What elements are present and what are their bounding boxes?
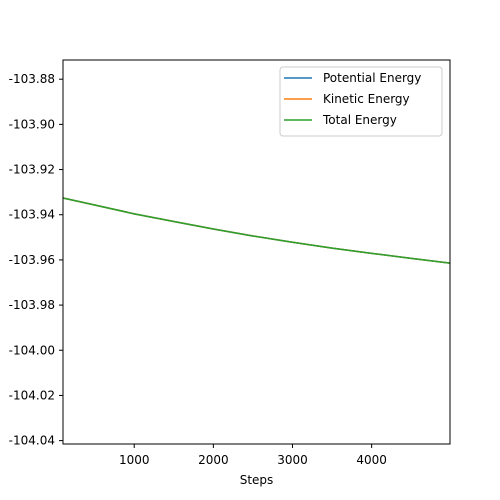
x-tick-label: 4000 — [356, 453, 387, 467]
y-tick-label: -103.90 — [9, 117, 55, 131]
plot-frame — [62, 59, 451, 445]
x-axis-label: Steps — [240, 473, 274, 487]
y-tick-label: -103.98 — [9, 298, 55, 312]
y-tick-label: -103.94 — [9, 208, 55, 222]
y-tick-label: -103.88 — [9, 72, 55, 86]
y-tick-label: -103.92 — [9, 163, 55, 177]
y-tick-label: -103.96 — [9, 253, 55, 267]
series-line-0 — [62, 197, 451, 264]
legend-label-1: Kinetic Energy — [323, 92, 410, 106]
legend-box — [279, 66, 443, 137]
legend: Potential Energy Kinetic Energy Total Ener… — [279, 66, 443, 137]
y-tick-label: -104.02 — [9, 388, 55, 402]
legend-label-0: Potential Energy — [323, 71, 421, 85]
x-tick-label: 1000 — [119, 453, 150, 467]
series-line-2 — [62, 197, 451, 264]
legend-label-2: Total Energy — [322, 113, 397, 127]
series-layer — [62, 197, 451, 264]
y-tick-label: -104.04 — [9, 434, 55, 448]
x-tick-label: 3000 — [277, 453, 308, 467]
y-tick-label: -104.00 — [9, 343, 55, 357]
y-axis: -103.88 -103.90 -103.92 -103.94 -103.96 -103.… — [9, 72, 63, 448]
series-line-1 — [62, 197, 451, 264]
x-tick-label: 2000 — [198, 453, 229, 467]
x-axis: 1000 2000 3000 4000 — [119, 444, 387, 467]
